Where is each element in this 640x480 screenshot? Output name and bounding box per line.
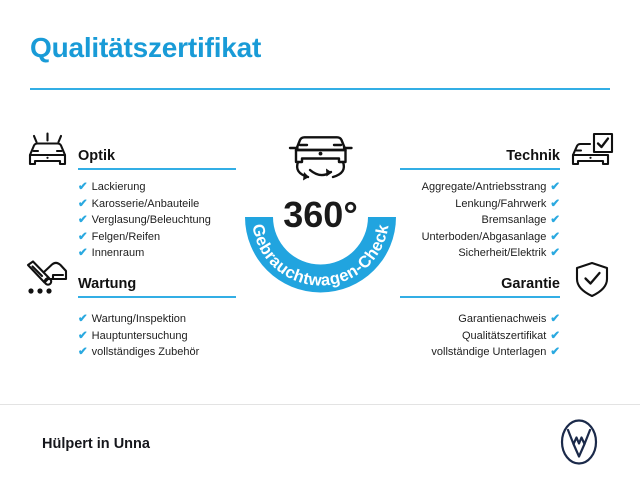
footer-divider bbox=[0, 404, 640, 405]
page-title: Qualitätszertifikat bbox=[30, 32, 262, 63]
check-icon: ✔ bbox=[550, 247, 560, 259]
check-icon: ✔ bbox=[78, 346, 88, 358]
check-icon: ✔ bbox=[550, 346, 560, 358]
check-icon: ✔ bbox=[78, 313, 88, 325]
list-item-label: Innenraum bbox=[91, 247, 145, 259]
check-icon: ✔ bbox=[78, 214, 88, 226]
list-item-label: Unterboden/Abgasanlage bbox=[421, 230, 547, 243]
section-divider-technik bbox=[400, 168, 560, 170]
volkswagen-logo bbox=[554, 417, 604, 467]
checklist-optik: ✔ Lackierung ✔ Karosserie/Anbauteile ✔ Verg… bbox=[78, 179, 238, 262]
check-icon: ✔ bbox=[550, 181, 560, 193]
check-icon: ✔ bbox=[550, 313, 560, 325]
list-item: ✔ Lackierung bbox=[78, 179, 238, 196]
shield-check-icon bbox=[568, 259, 616, 303]
list-item: ✔ vollständiges Zubehör bbox=[78, 344, 238, 361]
car-shine-icon bbox=[24, 131, 72, 175]
list-item-label: Felgen/Reifen bbox=[91, 230, 161, 243]
badge-center-text: 360° bbox=[283, 194, 357, 235]
dealer-name: Hülpert in Unna bbox=[42, 436, 150, 452]
list-item: ✔ Karosserie/Anbauteile bbox=[78, 196, 238, 213]
wrench-car-icon bbox=[22, 259, 70, 303]
section-technik: Technik Aggregate/Antriebsstrang ✔ Lenkun… bbox=[400, 140, 560, 262]
check-icon: ✔ bbox=[550, 230, 560, 243]
checklist-wartung: ✔ Wartung/Inspektion ✔ Hauptuntersuchung ✔… bbox=[78, 311, 238, 361]
check-icon: ✔ bbox=[78, 197, 88, 210]
list-item-label: Aggregate/Antriebsstrang bbox=[421, 181, 547, 193]
badge-ring bbox=[245, 217, 396, 293]
list-item-label: Wartung/Inspektion bbox=[91, 313, 187, 325]
section-divider-garantie bbox=[400, 296, 560, 298]
check-icon: ✔ bbox=[78, 329, 88, 342]
list-item: Unterboden/Abgasanlage ✔ bbox=[400, 229, 560, 246]
check-icon: ✔ bbox=[78, 181, 88, 193]
list-item: Garantienachweis ✔ bbox=[400, 311, 560, 328]
list-item-label: Verglasung/Beleuchtung bbox=[91, 214, 211, 226]
check-icon: ✔ bbox=[550, 197, 560, 210]
list-item-label: Karosserie/Anbauteile bbox=[91, 197, 200, 210]
list-item: ✔ Innenraum bbox=[78, 245, 238, 262]
list-item: Aggregate/Antriebsstrang ✔ bbox=[400, 179, 560, 196]
section-divider-wartung bbox=[78, 296, 236, 298]
360-gebrauchtwagen-check-badge: Gebrauchtwagen-Check 360° bbox=[228, 122, 413, 307]
check-icon: ✔ bbox=[78, 247, 88, 259]
list-item: ✔ Felgen/Reifen bbox=[78, 229, 238, 246]
car-checkbox-icon bbox=[568, 131, 616, 175]
list-item: vollständige Unterlagen ✔ bbox=[400, 344, 560, 361]
list-item-label: vollständige Unterlagen bbox=[431, 346, 547, 358]
list-item: Qualitätszertifikat ✔ bbox=[400, 328, 560, 345]
list-item: Sicherheit/Elektrik ✔ bbox=[400, 245, 560, 262]
list-item: Bremsanlage ✔ bbox=[400, 212, 560, 229]
checklist-technik: Aggregate/Antriebsstrang ✔ Lenkung/Fahrwe… bbox=[400, 179, 560, 262]
list-item: Lenkung/Fahrwerk ✔ bbox=[400, 196, 560, 213]
list-item-label: vollständiges Zubehör bbox=[91, 346, 200, 358]
list-item-label: Qualitätszertifikat bbox=[461, 329, 547, 342]
list-item: ✔ Verglasung/Beleuchtung bbox=[78, 212, 238, 229]
list-item-label: Bremsanlage bbox=[481, 214, 547, 226]
car-front-rotate-icon bbox=[288, 136, 353, 181]
list-item-label: Garantienachweis bbox=[458, 313, 547, 325]
list-item: ✔ Wartung/Inspektion bbox=[78, 311, 238, 328]
check-icon: ✔ bbox=[550, 329, 560, 342]
section-title-wartung: Wartung bbox=[78, 276, 137, 292]
list-item: ✔ Hauptuntersuchung bbox=[78, 328, 238, 345]
section-optik: Optik ✔ Lackierung ✔ Karosserie/Anbauteile… bbox=[78, 140, 238, 262]
title-divider bbox=[30, 88, 610, 90]
section-divider-optik bbox=[78, 168, 236, 170]
checklist-garantie: Garantienachweis ✔ Qualitätszertifikat ✔ v… bbox=[400, 311, 560, 361]
section-title-optik: Optik bbox=[78, 148, 116, 164]
list-item-label: Hauptuntersuchung bbox=[91, 329, 188, 342]
section-wartung: Wartung ✔ Wartung/Inspektion ✔ Hauptunters… bbox=[78, 268, 238, 361]
section-garantie: Garantie Garantienachweis ✔ Qualitätszert… bbox=[400, 268, 560, 361]
check-icon: ✔ bbox=[78, 230, 88, 243]
list-item-label: Lenkung/Fahrwerk bbox=[455, 197, 547, 210]
check-icon: ✔ bbox=[550, 214, 560, 226]
list-item-label: Lackierung bbox=[91, 181, 146, 193]
section-title-garantie: Garantie bbox=[501, 276, 560, 292]
list-item-label: Sicherheit/Elektrik bbox=[458, 247, 547, 259]
section-title-technik: Technik bbox=[506, 148, 560, 164]
